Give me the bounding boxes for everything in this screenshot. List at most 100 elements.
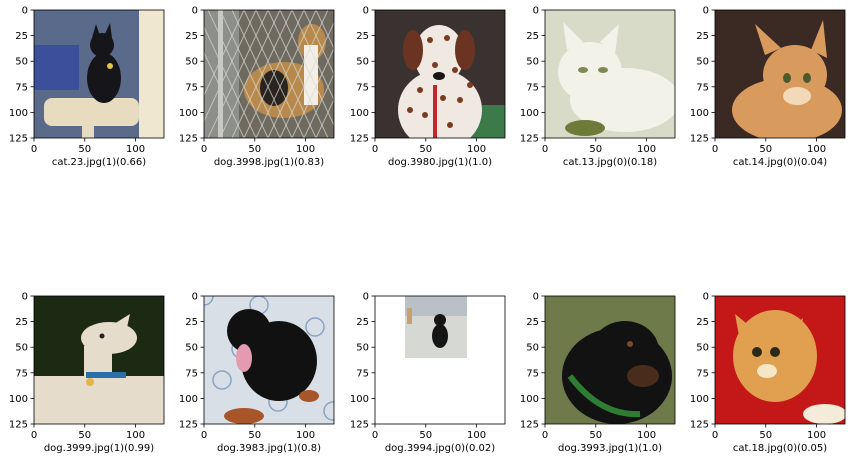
x-tick-label: 100 [467, 430, 486, 441]
x-tick-label: 50 [759, 144, 772, 155]
y-tick-label: 0 [22, 6, 28, 17]
x-tick-label: 0 [201, 144, 207, 155]
y-tick-label: 25 [15, 31, 28, 42]
y-tick-label: 75 [526, 368, 539, 379]
y-tick-label: 75 [185, 82, 198, 93]
y-tick-label: 125 [520, 420, 539, 431]
y-tick-label: 100 [9, 108, 28, 119]
y-tick-label: 0 [533, 6, 539, 17]
y-tick-label: 25 [526, 317, 539, 328]
panel-image [375, 296, 505, 424]
y-tick-label: 75 [15, 82, 28, 93]
y-tick-label: 25 [356, 317, 369, 328]
x-tick-label: 0 [372, 144, 378, 155]
x-tick-label: 50 [419, 144, 432, 155]
y-tick-label: 100 [690, 394, 709, 405]
x-tick-label: 0 [31, 430, 37, 441]
panel-image [545, 10, 675, 138]
image-label: dog.3999.jpg(1)(0.99) [44, 443, 154, 454]
y-tick-label: 100 [179, 108, 198, 119]
x-tick-label: 50 [419, 430, 432, 441]
y-tick-label: 125 [520, 134, 539, 145]
x-tick-label: 100 [296, 144, 315, 155]
y-tick-label: 125 [350, 134, 369, 145]
axes-frame [374, 9, 506, 139]
image-label: cat.13.jpg(0)(0.18) [563, 157, 657, 168]
image-label: dog.3980.jpg(1)(1.0) [388, 157, 492, 168]
x-tick-label: 0 [201, 430, 207, 441]
image-label: cat.14.jpg(0)(0.04) [733, 157, 827, 168]
y-tick-label: 25 [185, 317, 198, 328]
x-tick-label: 50 [78, 430, 91, 441]
y-tick-label: 75 [356, 368, 369, 379]
y-tick-label: 50 [696, 343, 709, 354]
y-tick-label: 50 [356, 343, 369, 354]
y-tick-label: 0 [22, 292, 28, 303]
axes-frame [714, 295, 846, 425]
x-tick-label: 0 [372, 430, 378, 441]
y-tick-label: 100 [350, 108, 369, 119]
axes-frame [374, 295, 506, 425]
y-tick-label: 125 [690, 420, 709, 431]
x-tick-label: 50 [78, 144, 91, 155]
y-tick-label: 50 [356, 57, 369, 68]
y-tick-label: 25 [15, 317, 28, 328]
y-tick-label: 25 [526, 31, 539, 42]
y-tick-label: 0 [192, 292, 198, 303]
x-tick-label: 50 [589, 144, 602, 155]
x-tick-label: 50 [759, 430, 772, 441]
panel-image [545, 296, 675, 424]
x-tick-label: 100 [126, 144, 145, 155]
y-tick-label: 100 [520, 394, 539, 405]
x-tick-label: 100 [637, 430, 656, 441]
y-tick-label: 125 [690, 134, 709, 145]
y-tick-label: 125 [350, 420, 369, 431]
x-tick-label: 0 [31, 144, 37, 155]
image-label: dog.3994.jpg(0)(0.02) [385, 443, 495, 454]
y-tick-label: 125 [179, 134, 198, 145]
panel-image [34, 10, 164, 138]
y-tick-label: 75 [15, 368, 28, 379]
x-tick-label: 100 [126, 430, 145, 441]
image-label: dog.3993.jpg(1)(1.0) [558, 443, 662, 454]
x-tick-label: 0 [542, 430, 548, 441]
x-tick-label: 50 [248, 144, 261, 155]
y-tick-label: 75 [185, 368, 198, 379]
x-tick-label: 100 [296, 430, 315, 441]
y-tick-label: 75 [356, 82, 369, 93]
axes-frame [33, 9, 165, 139]
image-label: cat.18.jpg(0)(0.05) [733, 443, 827, 454]
axes-frame [544, 295, 676, 425]
y-tick-label: 0 [363, 6, 369, 17]
image-label: dog.3998.jpg(1)(0.83) [214, 157, 324, 168]
y-tick-label: 50 [526, 343, 539, 354]
y-tick-label: 50 [185, 343, 198, 354]
x-tick-label: 100 [807, 430, 826, 441]
x-tick-label: 0 [712, 430, 718, 441]
image-label: cat.23.jpg(1)(0.66) [52, 157, 146, 168]
axes-frame [33, 295, 165, 425]
panel-image [34, 296, 164, 424]
panel-image [715, 296, 845, 424]
axes-frame [714, 9, 846, 139]
y-tick-label: 25 [185, 31, 198, 42]
y-tick-label: 75 [526, 82, 539, 93]
y-tick-label: 0 [533, 292, 539, 303]
axes-frame [203, 295, 335, 425]
panel-image [715, 10, 845, 138]
axes-frame [203, 9, 335, 139]
image-label: dog.3983.jpg(1)(0.8) [217, 443, 321, 454]
panel-image [204, 296, 334, 424]
y-tick-label: 75 [696, 82, 709, 93]
